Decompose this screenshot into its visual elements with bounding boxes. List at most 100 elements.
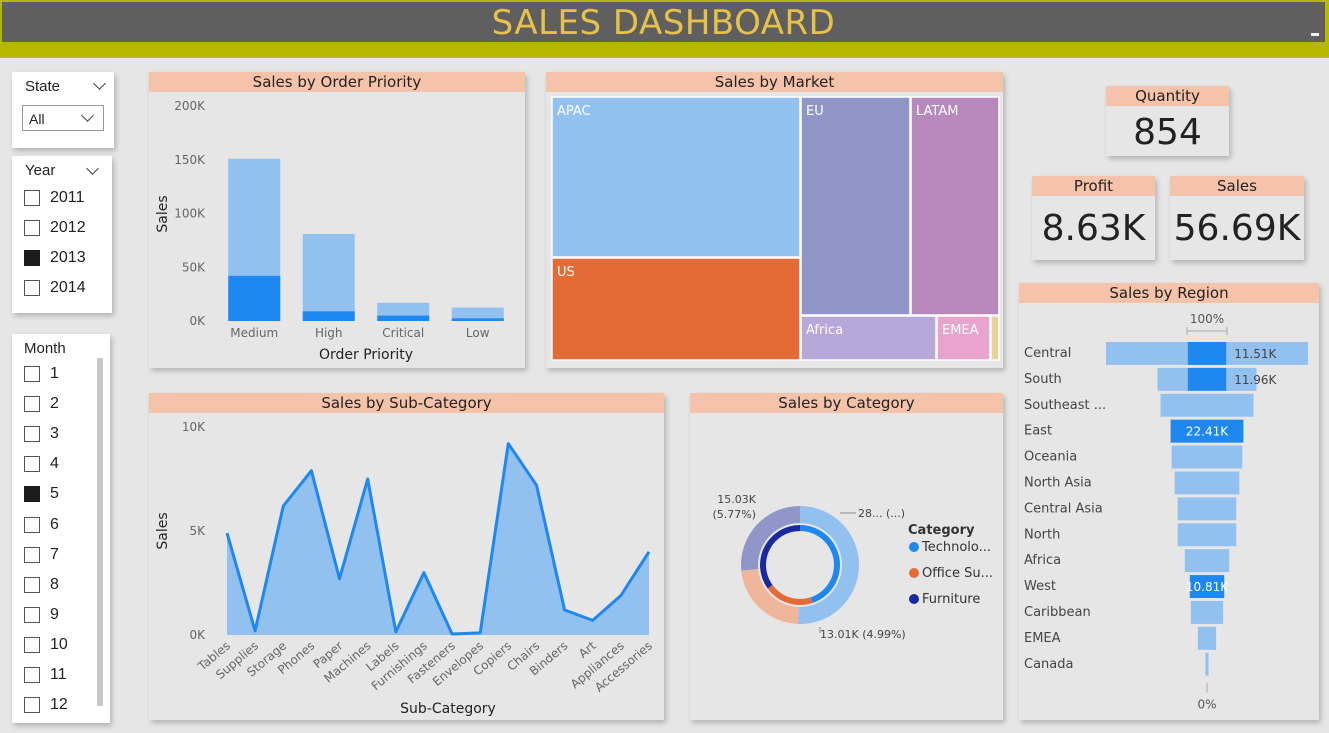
month-item-11[interactable]: 11	[24, 665, 67, 685]
month-item-7[interactable]: 7	[24, 545, 59, 565]
month-checkbox[interactable]	[24, 606, 40, 623]
month-item-label: 5	[50, 485, 59, 503]
region-bar-caribbean[interactable]	[1190, 601, 1224, 624]
year-item-label: 2013	[50, 249, 86, 266]
month-item-label: 12	[50, 696, 68, 714]
region-data-label: 10.81K	[1186, 580, 1229, 594]
year-item-2013[interactable]: 2013	[24, 248, 86, 268]
region-bar-highlight-central[interactable]	[1187, 342, 1227, 365]
state-slicer-title: State	[25, 78, 61, 95]
subcat-line[interactable]	[225, 442, 651, 636]
region-bar-north[interactable]	[1177, 523, 1237, 547]
market-tile-other[interactable]	[990, 315, 1000, 361]
region-bottom-label: 0%	[1197, 698, 1216, 712]
category-slice-office-su[interactable]	[741, 568, 799, 624]
year-checkbox[interactable]	[24, 250, 40, 266]
year-checkbox[interactable]	[24, 220, 40, 236]
month-item-5[interactable]: 5	[24, 484, 59, 504]
region-bar-north-asia[interactable]	[1174, 471, 1240, 495]
state-dropdown-chevron-icon[interactable]	[81, 109, 94, 122]
state-chevron-icon[interactable]	[93, 77, 106, 90]
priority-y-tick: 200K	[174, 99, 206, 113]
region-bar-canada[interactable]	[1205, 652, 1209, 676]
market-tile-apac[interactable]	[551, 96, 801, 258]
region-visual: Sales by Region 100% Central 11.51K South 11…	[1019, 283, 1319, 720]
category-title: Sales by Category	[690, 393, 1003, 413]
subcat-y-tick: 10K	[182, 420, 206, 434]
region-data-label: 11.51K	[1234, 347, 1277, 361]
year-checkbox[interactable]	[24, 280, 40, 296]
priority-bar-highlight-low[interactable]	[451, 318, 504, 321]
priority-bar-high[interactable]	[302, 233, 355, 321]
month-checkbox[interactable]	[24, 456, 40, 473]
month-item-label: 2	[50, 395, 59, 413]
subcat-x-axis-title: Sub-Category	[400, 701, 496, 717]
month-checkbox[interactable]	[24, 366, 40, 382]
region-category-label: Africa	[1024, 553, 1061, 568]
category-legend-marker	[909, 568, 919, 578]
year-chevron-icon[interactable]	[86, 162, 99, 175]
month-item-6[interactable]: 6	[24, 515, 59, 535]
month-checkbox[interactable]	[24, 426, 40, 443]
market-tile-latam[interactable]	[910, 96, 1000, 316]
region-category-label: East	[1024, 424, 1052, 439]
priority-y-tick: 0K	[189, 314, 206, 328]
region-bar-southeast[interactable]	[1160, 393, 1254, 417]
market-tile-africa[interactable]	[800, 315, 937, 361]
month-item-label: 1	[50, 365, 59, 382]
month-item-label: 9	[50, 605, 59, 623]
market-tile-us[interactable]	[551, 257, 801, 361]
category-donut-chart: 28... (...) 13.01K (4.99%) 15.03K (5.77%) Ca…	[712, 493, 993, 641]
region-bar-emea[interactable]	[1197, 626, 1217, 650]
month-checkbox[interactable]	[24, 516, 40, 533]
year-item-2011[interactable]: 2011	[24, 188, 84, 208]
month-checkbox[interactable]	[24, 546, 40, 563]
subcat-area	[227, 443, 649, 635]
month-item-label: 4	[50, 455, 59, 473]
month-slicer-title: Month	[24, 340, 66, 357]
region-bar-africa[interactable]	[1184, 549, 1230, 573]
market-tile-eu[interactable]	[800, 96, 911, 316]
month-checkbox[interactable]	[24, 697, 40, 714]
region-bar-oceania[interactable]	[1171, 445, 1243, 469]
resize-grip-icon[interactable]	[1311, 33, 1319, 36]
month-item-12[interactable]: 12	[24, 695, 68, 715]
quantity-card: Quantity 854	[1106, 86, 1229, 156]
month-checkbox[interactable]	[24, 486, 40, 503]
region-category-label: Central	[1024, 346, 1071, 361]
quantity-label: Quantity	[1106, 86, 1229, 106]
month-item-2[interactable]: 2	[24, 394, 59, 414]
month-item-9[interactable]: 9	[24, 605, 59, 625]
priority-bar-highlight-critical[interactable]	[377, 315, 430, 321]
region-bar-central-asia[interactable]	[1177, 497, 1237, 521]
priority-x-tick: Critical	[382, 326, 424, 340]
market-tile-emea[interactable]	[936, 315, 991, 361]
priority-bar-highlight-medium[interactable]	[228, 275, 281, 321]
category-legend-title: Category	[908, 523, 975, 538]
year-checkbox[interactable]	[24, 190, 40, 206]
region-data-label: 11.96K	[1234, 373, 1277, 387]
year-item-2014[interactable]: 2014	[24, 278, 86, 298]
year-item-2012[interactable]: 2012	[24, 218, 86, 238]
category-slice-furniture[interactable]	[741, 506, 800, 571]
month-scrollbar[interactable]	[97, 358, 103, 706]
region-bar-highlight-east[interactable]	[1170, 419, 1244, 443]
month-item-1[interactable]: 1	[24, 364, 59, 384]
year-item-label: 2011	[50, 189, 85, 206]
priority-bar-low[interactable]	[451, 307, 504, 321]
priority-bar-highlight-high[interactable]	[302, 311, 355, 321]
month-item-8[interactable]: 8	[24, 575, 59, 595]
month-checkbox[interactable]	[24, 396, 40, 413]
month-checkbox[interactable]	[24, 636, 40, 653]
month-item-10[interactable]: 10	[24, 635, 68, 655]
category-slice-technolo[interactable]	[798, 506, 860, 624]
month-item-4[interactable]: 4	[24, 454, 59, 474]
month-checkbox[interactable]	[24, 576, 40, 593]
month-checkbox[interactable]	[24, 667, 40, 683]
profit-value: 8.63K	[1041, 208, 1146, 249]
region-bar-highlight-south[interactable]	[1187, 367, 1227, 391]
month-item-3[interactable]: 3	[24, 424, 59, 444]
region-category-label: Oceania	[1024, 450, 1077, 465]
region-bar-highlight-west[interactable]	[1189, 575, 1225, 598]
state-dropdown[interactable]: All	[22, 105, 104, 131]
